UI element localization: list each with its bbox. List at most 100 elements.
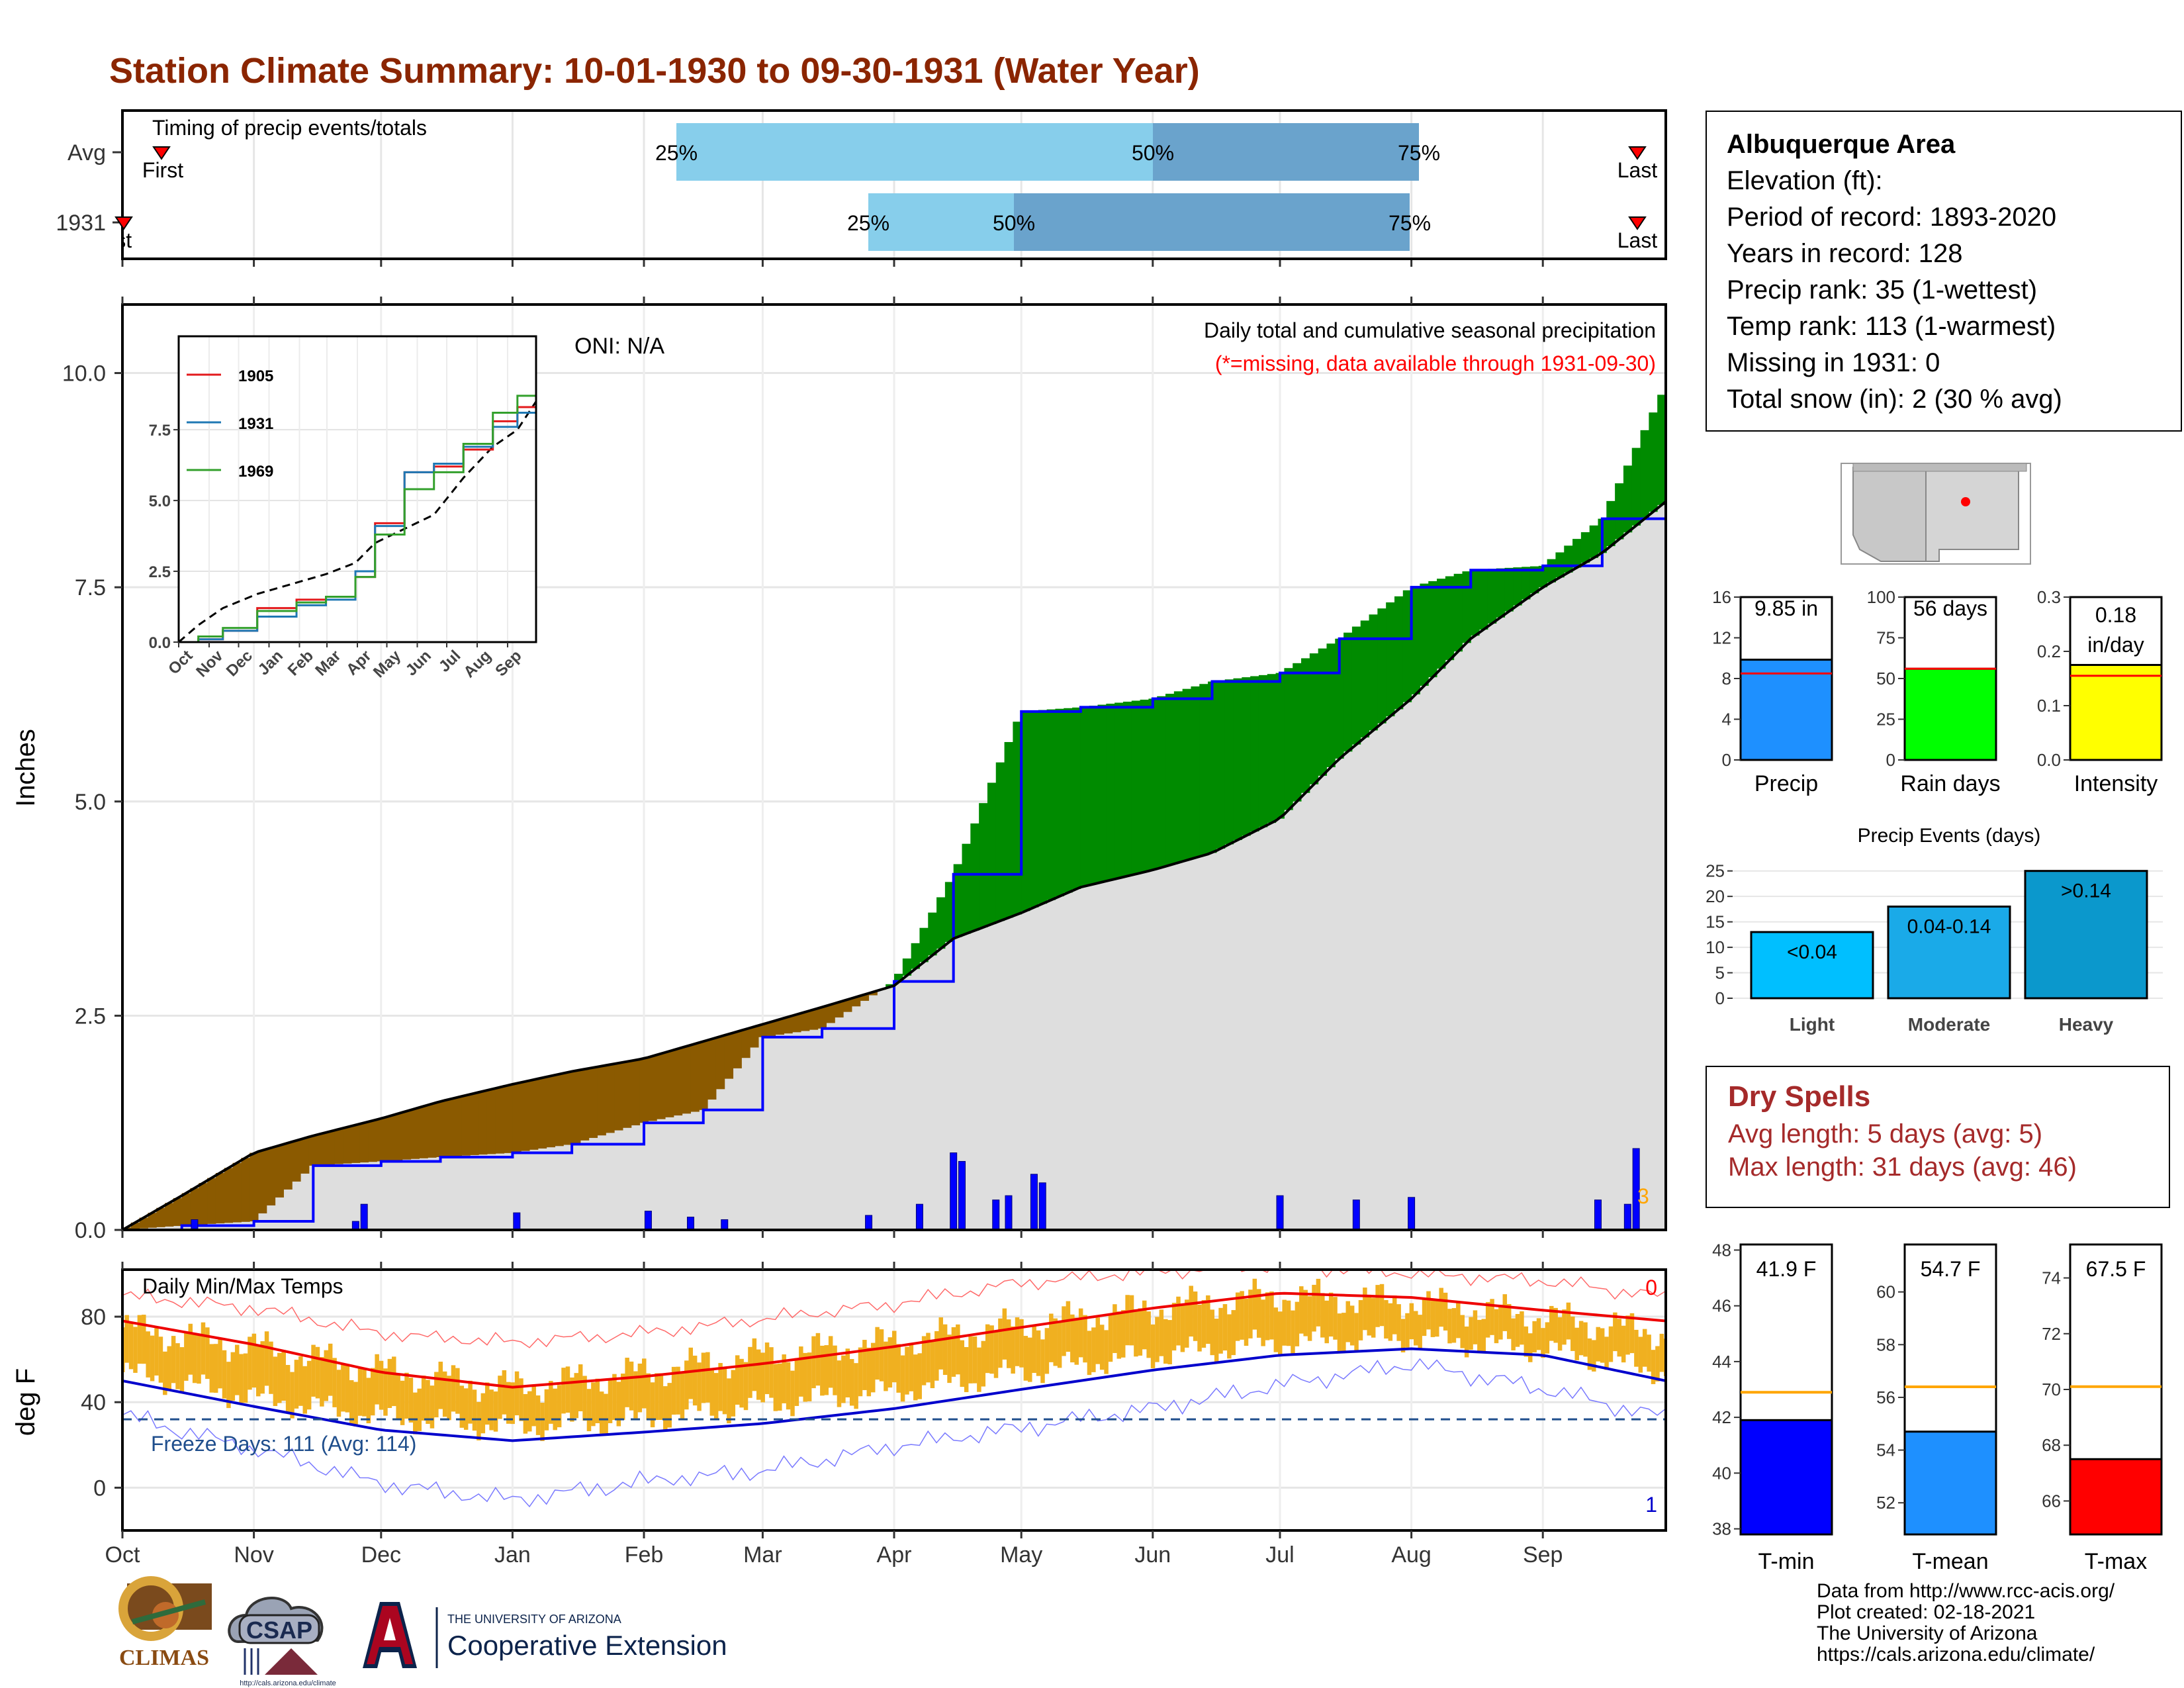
dry-spells-max: Max length: 31 days (avg: 46): [1728, 1152, 2077, 1182]
daily-temp-bar: [281, 1350, 286, 1401]
daily-temp-bar: [1316, 1278, 1321, 1327]
month-label-dec: Dec: [361, 1542, 401, 1568]
inset-month-label: Aug: [460, 647, 494, 681]
daily-temp-bar: [926, 1333, 931, 1383]
precip-deficit-strip: [537, 1078, 547, 1149]
daily-temp-bar: [188, 1323, 193, 1375]
precip-deficit-strip: [673, 1049, 683, 1116]
daily-temp-bar: [438, 1362, 443, 1409]
daily-temp-bar: [1592, 1340, 1596, 1372]
precip-deficit-strip: [868, 992, 878, 996]
daily-temp-bar: [650, 1382, 655, 1428]
daily-temp-bar: [137, 1315, 142, 1364]
daily-temp-bar: [1185, 1299, 1189, 1348]
daily-temp-bar: [692, 1355, 698, 1406]
inset-avg-line: [178, 400, 537, 643]
precip-surplus-strip: [1097, 704, 1107, 882]
daily-temp-bar: [1328, 1292, 1334, 1337]
daily-temp-bar: [1604, 1336, 1609, 1370]
daily-temp-bar: [1409, 1303, 1414, 1340]
daily-temp-bar: [875, 1327, 880, 1380]
daily-temp-bar: [1379, 1284, 1385, 1327]
daily-temp-bar: [519, 1378, 523, 1421]
daily-precip-bar: [191, 1219, 199, 1230]
precip-deficit-strip: [207, 1178, 216, 1224]
precip-surplus-strip: [1038, 710, 1048, 904]
daily-temp-bar: [608, 1378, 613, 1423]
daily-temp-bar: [1422, 1299, 1427, 1336]
daily-temp-bar: [713, 1373, 719, 1419]
daily-precip-bar: [1408, 1197, 1416, 1230]
daily-temp-bar: [854, 1363, 858, 1409]
daily-temp-bar: [1617, 1319, 1622, 1357]
daily-temp-bar: [1388, 1303, 1393, 1341]
daily-temp-bar: [1104, 1330, 1109, 1374]
daily-temp-bar: [786, 1362, 791, 1410]
daily-temp-bar: [1201, 1300, 1206, 1348]
precip-surplus-strip: [1453, 573, 1463, 652]
precip-surplus-strip: [1140, 699, 1149, 872]
precip-surplus-strip: [1479, 569, 1488, 630]
precip-surplus-strip: [1420, 583, 1429, 686]
daily-temp-bar: [642, 1358, 647, 1409]
daily-temp-bar: [1083, 1315, 1087, 1363]
temp-chart-t-max: 66 68 70 72 74 67.5 F T-max: [2042, 1243, 2163, 1574]
precip-deficit-strip: [775, 1019, 784, 1035]
precip-deficit-strip: [512, 1083, 522, 1152]
inset-y-tick-label: 5.0: [149, 492, 171, 510]
precip-surplus-strip: [1487, 569, 1497, 624]
precip-deficit-strip: [741, 1029, 751, 1058]
temp-mini-label: T-mean: [1912, 1549, 1988, 1574]
daily-temp-bar: [921, 1336, 927, 1385]
daily-temp-bar: [1384, 1299, 1388, 1339]
events-bar-label: 0.04-0.14: [1907, 916, 1991, 938]
precip-deficit-strip: [436, 1101, 445, 1157]
daily-temp-bar: [290, 1372, 295, 1419]
daily-temp-bar: [680, 1372, 685, 1420]
precip-surplus-strip: [1013, 722, 1022, 915]
daily-temp-bar: [1303, 1289, 1308, 1336]
temp-mini-tick-label: 46: [1712, 1296, 1731, 1316]
timing-1931-last-marker: [1628, 216, 1647, 230]
daily-temp-bar: [578, 1364, 583, 1411]
daily-temp-bar: [1053, 1318, 1058, 1366]
inset-month-label: May: [370, 647, 405, 682]
precip-deficit-strip: [300, 1138, 310, 1174]
month-ticks-precip: [121, 297, 1544, 1238]
daily-temp-bar: [709, 1368, 715, 1416]
mini-tick-label: 12: [1712, 628, 1731, 648]
daily-temp-bar: [625, 1358, 629, 1407]
daily-precip-bar: [1030, 1174, 1038, 1230]
timing-1931-bar-25-50: [868, 193, 1014, 251]
daily-temp-bar: [870, 1342, 876, 1393]
daily-precip-bar: [721, 1219, 729, 1230]
precip-surplus-strip: [1606, 500, 1615, 547]
timing-avg-p25: 25%: [655, 141, 698, 165]
arizona-shape: [1852, 467, 1927, 562]
daily-temp-bar: [985, 1324, 990, 1374]
timing-1931-last: Last: [1617, 228, 1658, 252]
precip-deficit-strip: [817, 1007, 827, 1029]
daily-temp-bar: [251, 1333, 257, 1388]
daily-temp-bar: [400, 1380, 405, 1425]
precip-deficit-strip: [410, 1108, 420, 1159]
inset-legend-1905: 1905: [238, 367, 273, 385]
mini-tick-label: 75: [1876, 628, 1895, 648]
daily-temp-bar: [1498, 1304, 1503, 1340]
month-axis: Oct Nov Dec Jan Feb Mar Apr May Jun Jul Aug Sep: [105, 1262, 1563, 1568]
daily-temp-bar: [981, 1340, 986, 1387]
daily-temp-bar: [484, 1382, 490, 1425]
precip-surplus-strip: [1122, 702, 1132, 876]
daily-temp-bar: [1566, 1302, 1571, 1340]
daily-temp-bar: [1171, 1303, 1177, 1351]
month-label-oct: Oct: [105, 1542, 140, 1568]
daily-temp-bar: [222, 1350, 227, 1399]
precip-surplus-strip: [1580, 532, 1590, 563]
daily-temp-bar: [756, 1349, 761, 1400]
precip-deficit-strip: [843, 1000, 852, 1012]
daily-temp-bar: [1451, 1308, 1457, 1343]
daily-temp-bar: [1506, 1303, 1512, 1339]
daily-temp-bar: [205, 1327, 210, 1380]
daily-temp-bar: [1371, 1297, 1376, 1338]
mini-bar: [1739, 659, 1833, 761]
